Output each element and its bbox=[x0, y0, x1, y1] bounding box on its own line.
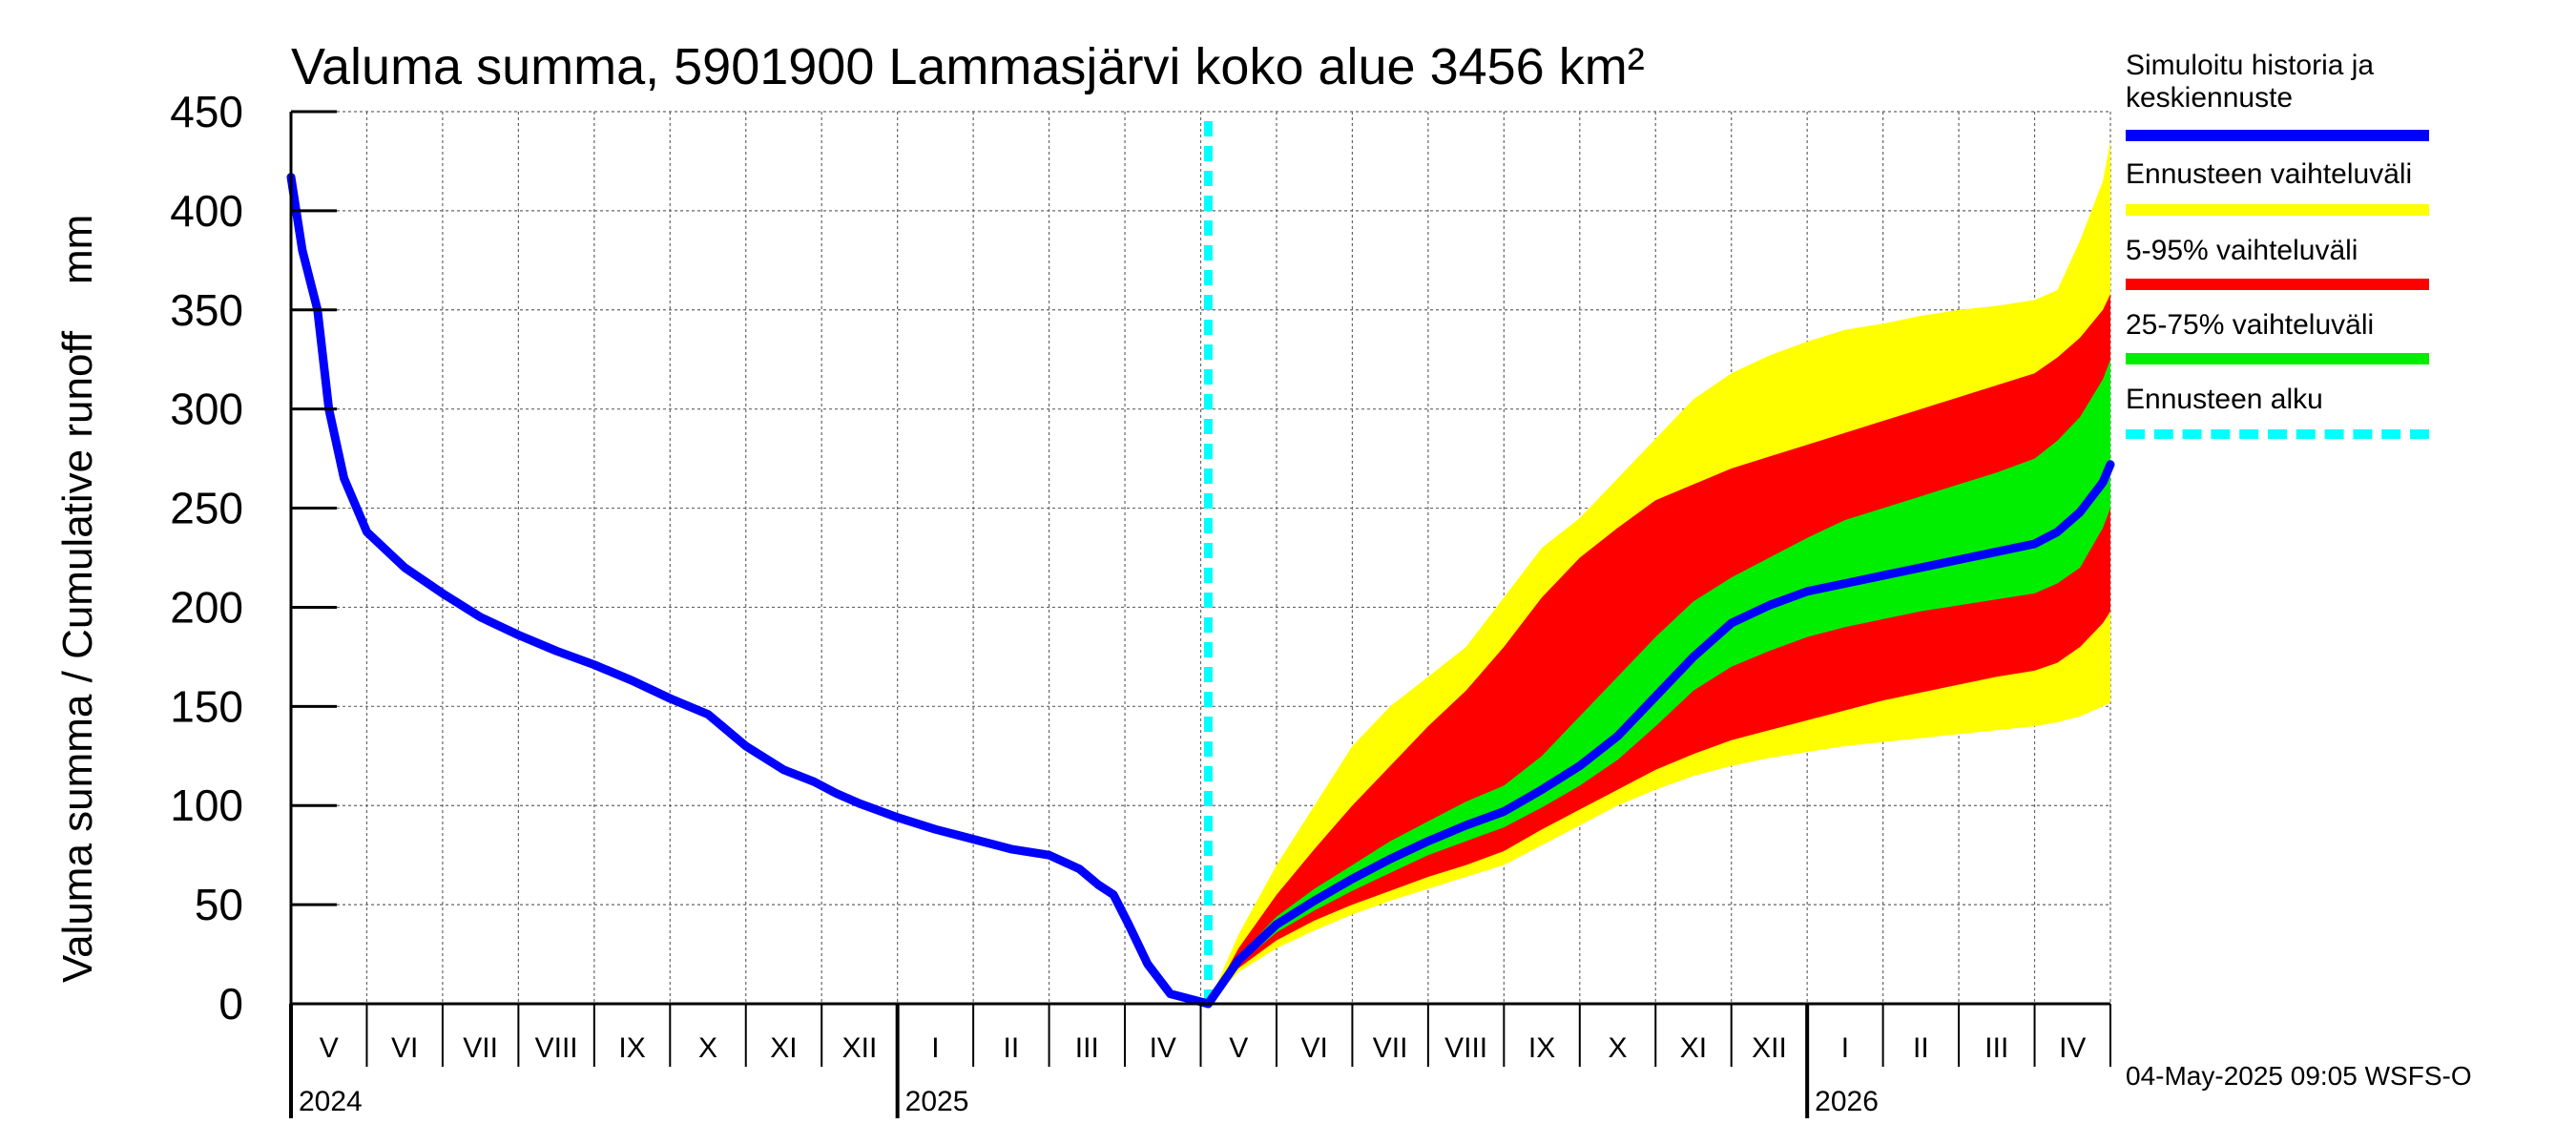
x-month-label: XI bbox=[770, 1032, 797, 1064]
x-month-label: I bbox=[1841, 1032, 1849, 1064]
x-month-label: IV bbox=[2059, 1032, 2086, 1064]
x-month-label: XII bbox=[1752, 1032, 1787, 1064]
y-tick-label: 250 bbox=[170, 484, 243, 533]
y-axis-label: Valuma summa / Cumulative runoff mm bbox=[54, 215, 101, 983]
x-month-label: IX bbox=[618, 1032, 645, 1064]
y-tick-label: 100 bbox=[170, 781, 243, 830]
y-tick-label: 50 bbox=[195, 880, 243, 929]
x-month-label: II bbox=[1004, 1032, 1020, 1064]
legend-history-label-line2: keskiennuste bbox=[2126, 82, 2294, 114]
legend-range-label: Ennusteen vaihteluväli bbox=[2126, 158, 2413, 190]
median-forecast-line bbox=[1203, 460, 2115, 1009]
x-year-label: 2024 bbox=[299, 1086, 363, 1117]
x-month-label: V bbox=[320, 1032, 339, 1064]
x-month-label: IV bbox=[1150, 1032, 1176, 1064]
legend-p5-95-swatch bbox=[2126, 279, 2429, 290]
y-tick-label: 400 bbox=[170, 186, 243, 236]
legend-history-swatch bbox=[2126, 130, 2429, 141]
timestamp: 04-May-2025 09:05 WSFS-O bbox=[2126, 1061, 2472, 1091]
x-month-label: III bbox=[1984, 1032, 2008, 1064]
legend-history-label-line1: Simuloitu historia ja bbox=[2126, 50, 2375, 81]
x-month-label: VII bbox=[1373, 1032, 1408, 1064]
y-tick-label: 450 bbox=[170, 87, 243, 136]
x-month-label: X bbox=[1609, 1032, 1628, 1064]
history-line bbox=[286, 173, 1213, 1009]
axes bbox=[289, 110, 2111, 1118]
legend-p25-75-label: 25-75% vaihteluväli bbox=[2126, 309, 2375, 341]
legend-p25-75-swatch bbox=[2126, 353, 2429, 364]
legend-start-label: Ennusteen alku bbox=[2126, 384, 2323, 415]
x-month-label: III bbox=[1075, 1032, 1099, 1064]
x-month-label: VIII bbox=[1444, 1032, 1487, 1064]
y-tick-label: 150 bbox=[170, 681, 243, 731]
x-year-label: 2026 bbox=[1815, 1086, 1879, 1117]
y-tick-label: 0 bbox=[218, 979, 243, 1029]
legend-range-swatch bbox=[2126, 204, 2429, 216]
forecast-bands bbox=[1208, 141, 2110, 1004]
x-month-label: VIII bbox=[535, 1032, 578, 1064]
x-month-label: V bbox=[1229, 1032, 1248, 1064]
chart-title: Valuma summa, 5901900 Lammasjärvi koko a… bbox=[291, 38, 1645, 95]
y-tick-label: 300 bbox=[170, 385, 243, 434]
x-month-label: XII bbox=[842, 1032, 878, 1064]
x-month-label: VII bbox=[463, 1032, 498, 1064]
y-tick-label: 200 bbox=[170, 582, 243, 632]
x-month-label: XI bbox=[1680, 1032, 1707, 1064]
x-month-label: X bbox=[698, 1032, 717, 1064]
x-month-label: VI bbox=[1301, 1032, 1328, 1064]
y-tick-label: 350 bbox=[170, 285, 243, 335]
x-month-label: II bbox=[1913, 1032, 1929, 1064]
legend-start-swatch bbox=[2126, 429, 2429, 439]
x-month-label: IX bbox=[1528, 1032, 1555, 1064]
x-year-label: 2025 bbox=[905, 1086, 969, 1117]
x-month-label: I bbox=[931, 1032, 939, 1064]
x-month-label: VI bbox=[391, 1032, 418, 1064]
legend-p5-95-label: 5-95% vaihteluväli bbox=[2126, 235, 2358, 266]
series-lines bbox=[286, 121, 2115, 1009]
